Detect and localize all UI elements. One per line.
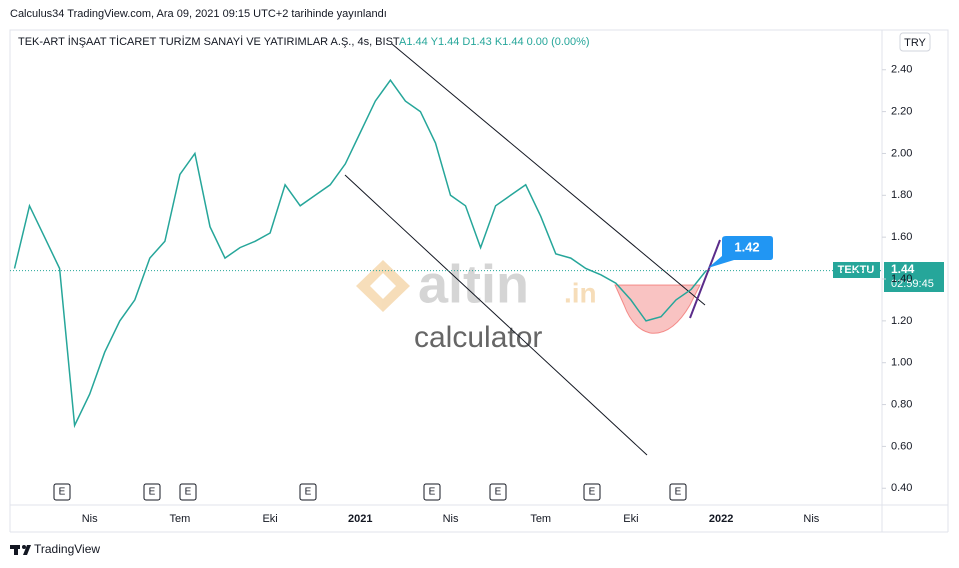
earnings-marker bbox=[143, 483, 161, 501]
earnings-marker-label: E bbox=[675, 487, 682, 498]
earnings-marker bbox=[583, 483, 601, 501]
symbol: TEKTU bbox=[838, 264, 875, 276]
target-label: 1.42 bbox=[734, 239, 759, 254]
y-tick-label: 1.40 bbox=[891, 273, 912, 285]
earnings-marker bbox=[179, 483, 197, 501]
x-tick-label: Nis bbox=[803, 513, 819, 525]
earnings-marker bbox=[489, 483, 507, 501]
price-line bbox=[13, 78, 707, 429]
earnings-marker bbox=[669, 483, 687, 501]
earnings-marker-label: E bbox=[429, 487, 436, 498]
earnings-marker-label: E bbox=[149, 487, 156, 498]
publisher: Calculus34 TradingView.com, Ara 09, 2021… bbox=[10, 8, 387, 20]
x-tick-label: Tem bbox=[530, 513, 551, 525]
x-tick-label: Eki bbox=[623, 513, 638, 525]
trend-line bbox=[391, 43, 706, 306]
x-tick-label: Eki bbox=[262, 513, 277, 525]
y-tick-label: 2.20 bbox=[891, 106, 912, 118]
target-callout bbox=[708, 236, 773, 268]
x-tick-label: Tem bbox=[169, 513, 190, 525]
trend-line bbox=[344, 174, 648, 456]
x-tick-label: 2021 bbox=[348, 513, 372, 525]
x-tick-label: Nis bbox=[443, 513, 459, 525]
last-price: 1.44 bbox=[891, 262, 915, 276]
earnings-marker-label: E bbox=[305, 487, 312, 498]
y-tick-label: 1.00 bbox=[891, 357, 912, 369]
watermark-tagline: calculator bbox=[414, 321, 542, 354]
currency-badge[interactable] bbox=[899, 32, 931, 52]
x-tick-label: Nis bbox=[82, 513, 98, 525]
tv-logo bbox=[10, 545, 31, 555]
countdown: 02:59:45 bbox=[891, 278, 934, 290]
watermark-domain: .in bbox=[564, 277, 597, 308]
y-tick-label: 1.60 bbox=[891, 231, 912, 243]
currency: TRY bbox=[904, 37, 926, 49]
chart-title: TEK-ART İNŞAAT TİCARET TURİZM SANAYİ VE … bbox=[18, 35, 400, 48]
ohlc-legend: A1.44 Y1.44 D1.43 K1.44 0.00 (0.00%) bbox=[399, 36, 590, 48]
watermark: altin .in bbox=[356, 254, 597, 314]
earnings-marker-label: E bbox=[185, 487, 192, 498]
earnings-marker-label: E bbox=[589, 487, 596, 498]
earnings-marker bbox=[53, 483, 71, 501]
symbol-badge bbox=[833, 262, 880, 278]
earnings-marker bbox=[299, 483, 317, 501]
breakout-line bbox=[689, 239, 721, 319]
watermark-brand: altin bbox=[418, 254, 529, 314]
cup-pattern bbox=[614, 284, 701, 334]
price-badge bbox=[884, 262, 944, 292]
y-tick-label: 1.80 bbox=[891, 189, 912, 201]
x-tick-label: 2022 bbox=[709, 513, 733, 525]
earnings-marker bbox=[423, 483, 441, 501]
y-tick-label: 1.20 bbox=[891, 315, 912, 327]
y-tick-label: 0.40 bbox=[891, 482, 912, 494]
chart-frame bbox=[9, 29, 949, 506]
footer-brand: TradingView bbox=[34, 542, 100, 556]
y-tick-label: 0.60 bbox=[891, 440, 912, 452]
y-tick-label: 0.80 bbox=[891, 398, 912, 410]
earnings-marker-label: E bbox=[59, 487, 66, 498]
earnings-marker-label: E bbox=[495, 487, 502, 498]
y-tick-label: 2.00 bbox=[891, 147, 912, 159]
y-tick-label: 2.40 bbox=[891, 64, 912, 76]
